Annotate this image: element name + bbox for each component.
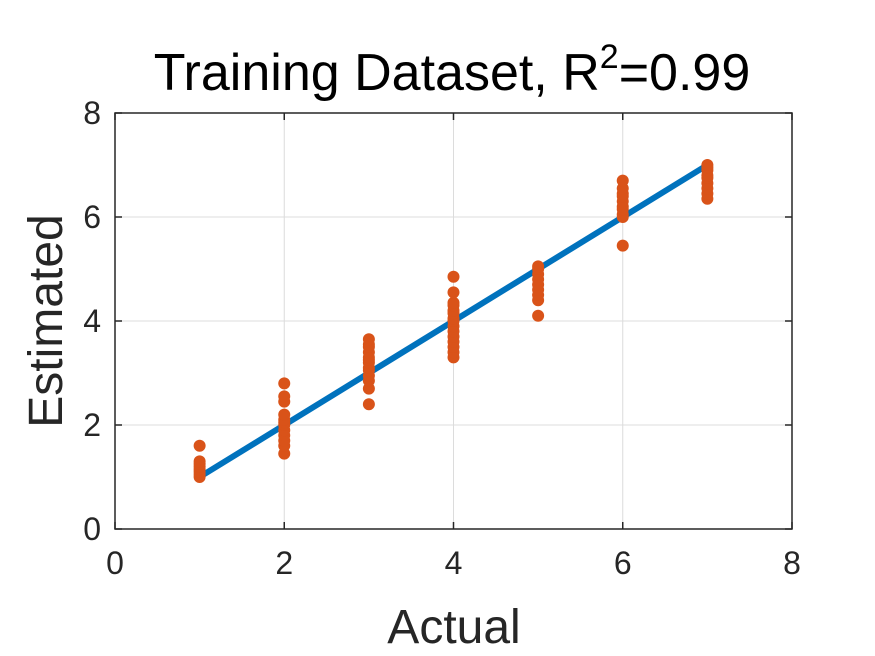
- data-point: [532, 260, 545, 273]
- data-point: [278, 408, 291, 421]
- data-point: [616, 174, 629, 187]
- chart-title: Training Dataset, R2=0.99: [154, 38, 751, 102]
- chart-title-superscript: 2: [600, 38, 619, 76]
- data-point: [447, 270, 460, 283]
- data-point: [447, 296, 460, 309]
- data-point: [278, 390, 291, 403]
- data-series: [193, 159, 714, 483]
- y-tick-label: 8: [83, 95, 101, 131]
- x-tick-label: 4: [445, 545, 463, 581]
- y-axis-label: Estimated: [20, 214, 73, 427]
- data-point: [532, 309, 545, 322]
- x-tick-label: 2: [275, 545, 293, 581]
- y-tick-label: 6: [83, 199, 101, 235]
- data-point: [362, 333, 375, 346]
- data-point: [193, 439, 206, 452]
- x-tick-label: 0: [106, 545, 124, 581]
- chart-title-main: Training Dataset, R: [154, 44, 600, 102]
- data-point: [362, 398, 375, 411]
- data-point: [278, 377, 291, 390]
- y-tick-label: 2: [83, 407, 101, 443]
- axes: [114, 112, 793, 530]
- x-tick-label: 8: [783, 545, 801, 581]
- x-tick-label: 6: [614, 545, 632, 581]
- data-point: [616, 239, 629, 252]
- data-point: [193, 455, 206, 468]
- tick-labels: 0 2 4 6 8 0 2 4 6 8: [83, 95, 801, 581]
- chart-title-suffix: =0.99: [619, 44, 751, 102]
- data-point: [701, 159, 714, 171]
- y-tick-label: 4: [83, 303, 101, 339]
- data-point: [447, 286, 460, 299]
- x-axis-label: Actual: [387, 601, 520, 654]
- y-tick-label: 0: [83, 511, 101, 547]
